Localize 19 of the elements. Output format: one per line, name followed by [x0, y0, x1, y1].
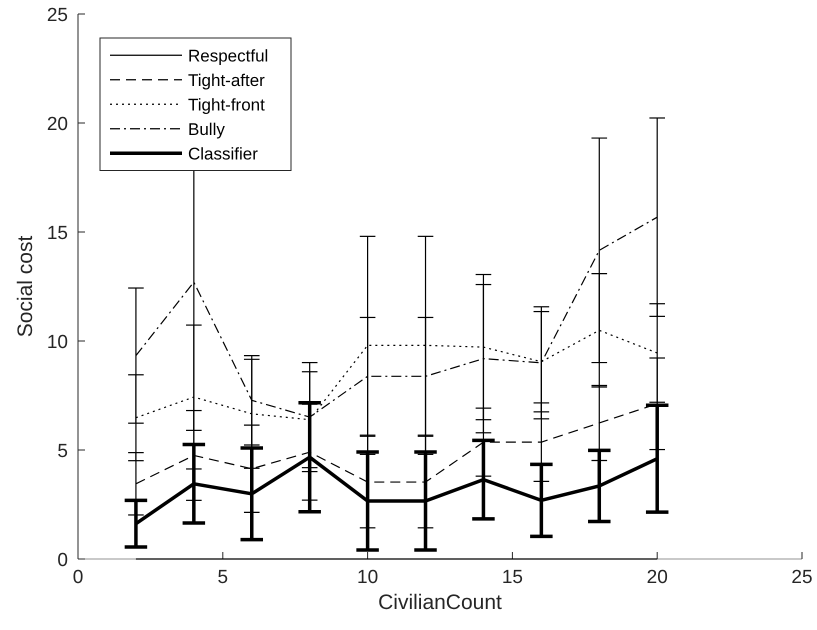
legend-label: Respectful	[188, 46, 268, 66]
x-tick-label: 10	[357, 567, 378, 588]
legend-label: Bully	[188, 120, 226, 139]
y-tick-label: 15	[46, 223, 68, 244]
x-tick-label: 5	[218, 567, 228, 588]
y-tick-label: 25	[46, 5, 68, 26]
x-tick-label: 15	[502, 567, 523, 588]
y-axis-title: Social cost	[14, 236, 37, 338]
y-tick-label: 20	[46, 114, 68, 135]
y-tick-label: 5	[57, 441, 68, 462]
legend-label: Classifier	[188, 144, 258, 164]
x-tick-label: 20	[646, 567, 668, 588]
x-tick-label: 25	[791, 567, 813, 588]
y-tick-label: 0	[57, 550, 68, 571]
x-axis-title: CivilianCount	[378, 591, 502, 614]
legend-label: Tight-front	[188, 95, 266, 114]
x-tick-label: 0	[72, 567, 84, 588]
legend-label: Tight-after	[188, 70, 266, 90]
y-tick-label: 10	[46, 332, 68, 353]
